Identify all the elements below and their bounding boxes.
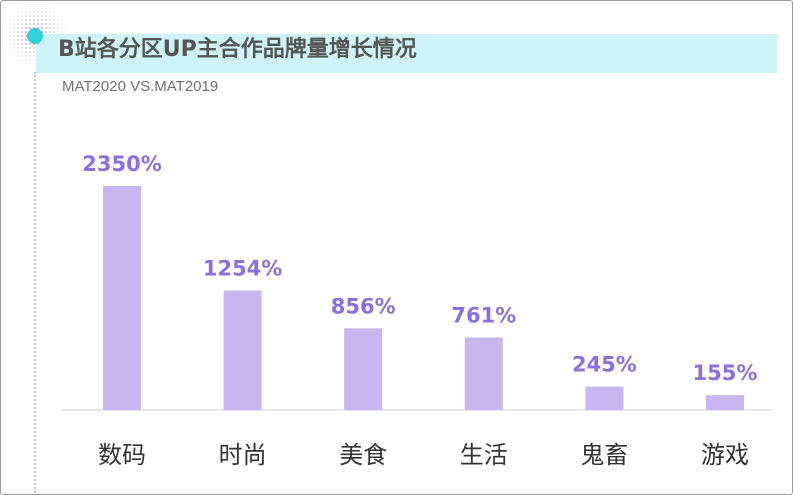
category-label-0: 数码 <box>98 441 146 469</box>
data-label-1: 1254% <box>203 257 283 281</box>
category-label-4: 鬼畜 <box>580 441 628 469</box>
data-label-5: 155% <box>693 361 758 385</box>
bar-0 <box>103 186 141 410</box>
title-band <box>36 34 777 73</box>
category-label-2: 美食 <box>339 441 387 469</box>
dashed-divider <box>34 72 36 493</box>
category-label-3: 生活 <box>460 441 508 469</box>
data-label-0: 2350% <box>82 152 162 176</box>
bar-2 <box>344 328 383 410</box>
bar-5 <box>706 395 744 410</box>
bar-1 <box>223 290 262 410</box>
bar-3 <box>464 337 503 410</box>
accent-dot <box>27 28 43 44</box>
bar-4 <box>585 386 624 410</box>
data-label-3: 761% <box>451 304 516 328</box>
data-label-4: 245% <box>572 353 637 377</box>
category-label-1: 时尚 <box>219 441 267 469</box>
chart-title: B站各分区UP主合作品牌量增长情况 <box>58 37 417 62</box>
chart-subtitle: MAT2020 VS.MAT2019 <box>62 78 219 95</box>
data-label-2: 856% <box>331 294 396 318</box>
category-label-5: 游戏 <box>701 441 749 469</box>
